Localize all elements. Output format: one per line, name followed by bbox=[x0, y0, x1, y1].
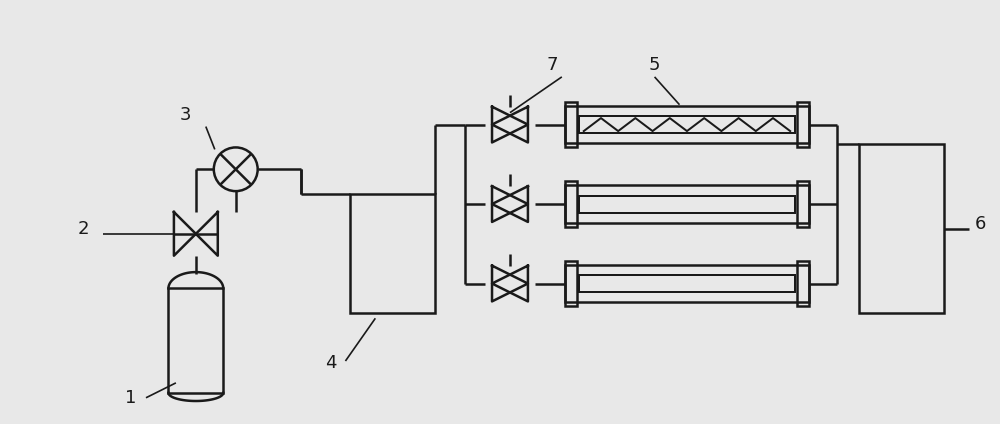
Bar bbox=[859, 145, 944, 313]
Bar bbox=[565, 181, 577, 227]
Bar bbox=[797, 261, 809, 307]
Text: 7: 7 bbox=[546, 56, 558, 74]
Bar bbox=[797, 102, 809, 148]
Bar bbox=[579, 275, 795, 292]
Bar bbox=[565, 261, 577, 307]
Text: 1: 1 bbox=[125, 389, 137, 407]
Bar bbox=[565, 185, 809, 223]
Bar bbox=[565, 106, 809, 143]
Bar bbox=[579, 195, 795, 212]
Text: 5: 5 bbox=[649, 56, 660, 74]
Bar bbox=[168, 288, 223, 393]
Bar bbox=[797, 181, 809, 227]
Text: 6: 6 bbox=[975, 215, 986, 233]
Text: 3: 3 bbox=[180, 106, 192, 124]
Bar bbox=[579, 116, 795, 133]
Text: 2: 2 bbox=[77, 220, 89, 238]
Bar bbox=[565, 102, 577, 148]
Bar bbox=[565, 265, 809, 302]
Text: 4: 4 bbox=[325, 354, 336, 372]
Bar bbox=[350, 194, 435, 313]
